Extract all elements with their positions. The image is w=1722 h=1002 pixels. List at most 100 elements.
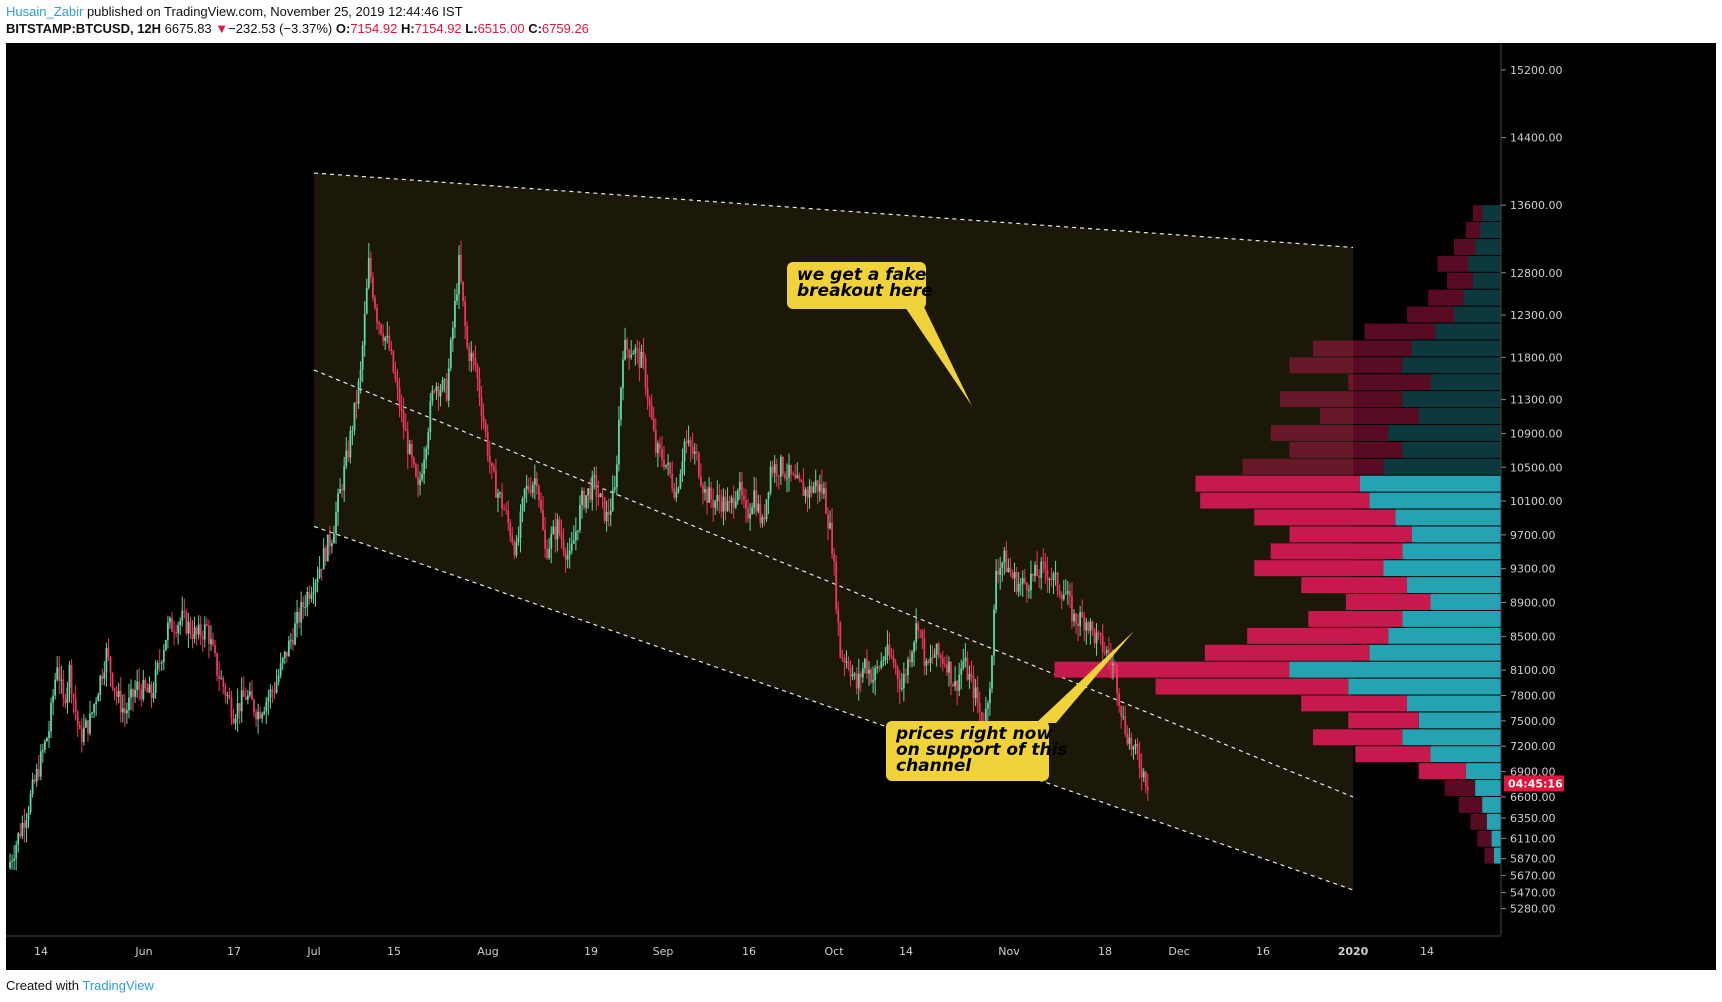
tradingview-logo[interactable]: TradingView: [82, 978, 154, 993]
candle-body: [296, 612, 298, 624]
candle-body: [230, 698, 233, 719]
candle-body: [324, 547, 327, 562]
volume-profile-up-bar: [1430, 594, 1501, 610]
candle-body: [714, 501, 717, 508]
y-tick-label: 7200.00: [1510, 740, 1556, 753]
candle-body: [462, 281, 464, 302]
candle-body: [663, 459, 665, 467]
volume-profile-up-bar: [1402, 391, 1501, 408]
chart-area[interactable]: we get a fake breakout here prices right n…: [6, 43, 1716, 970]
candle-body: [923, 637, 926, 666]
candle-body: [1040, 561, 1043, 578]
candle-body: [267, 697, 270, 702]
y-tick-label: 8100.00: [1510, 664, 1556, 677]
x-tick-label: Oct: [824, 945, 844, 958]
high-value: 7154.92: [414, 21, 462, 36]
candle-body: [447, 368, 450, 401]
candle-body: [632, 353, 635, 355]
candle-body: [1038, 575, 1041, 578]
candle-body: [585, 495, 587, 508]
candle-body: [523, 488, 526, 499]
candle-body: [390, 348, 393, 352]
candle-body: [474, 357, 477, 366]
x-tick-label: 19: [584, 945, 598, 958]
candle-body: [115, 691, 118, 697]
candle-body: [890, 655, 893, 658]
candle-body: [492, 466, 495, 471]
candle-body: [1069, 591, 1071, 597]
candle-body: [708, 487, 710, 503]
candle-body: [1001, 562, 1004, 568]
candle-body: [935, 643, 938, 655]
countdown-label: 04:45:16: [1508, 777, 1563, 790]
candle-body: [1064, 593, 1067, 595]
candle-body: [240, 690, 243, 712]
candle-body: [326, 534, 329, 562]
candle-body: [87, 720, 89, 734]
candle-body: [1091, 621, 1094, 629]
volume-profile-down-bar: [1454, 238, 1476, 255]
support-callout-box: [886, 721, 1049, 781]
low-value: 6515.00: [477, 21, 525, 36]
author-link[interactable]: Husain_Zabir: [6, 4, 84, 19]
candle-body: [275, 682, 278, 693]
candle-body: [816, 480, 819, 492]
candle-body: [874, 668, 877, 681]
candle-body: [845, 661, 848, 663]
candle-body: [156, 662, 159, 670]
candle-body: [882, 660, 885, 662]
volume-profile-up-bar: [1475, 780, 1501, 796]
candle-body: [886, 644, 889, 656]
candle-body: [574, 531, 577, 541]
candle-body: [921, 630, 924, 638]
candle-body: [956, 680, 959, 691]
candle-body: [89, 713, 91, 734]
x-tick-label: 15: [387, 945, 401, 958]
candle-body: [579, 504, 581, 531]
candle-body: [638, 348, 641, 368]
candle-body: [13, 858, 16, 862]
candle-body: [591, 476, 594, 500]
candle-body: [695, 451, 698, 453]
candle-body: [82, 727, 85, 742]
candle-body: [931, 657, 934, 659]
candle-body: [958, 674, 961, 691]
close-value: 6759.26: [541, 21, 589, 36]
volume-profile-down-bar: [1254, 509, 1396, 526]
candle-body: [160, 662, 163, 664]
candle-body: [1042, 561, 1045, 563]
candle-body: [50, 702, 52, 732]
candle-body: [1093, 628, 1096, 644]
candle-body: [345, 450, 348, 466]
candle-body: [1140, 767, 1143, 778]
candle-body: [738, 481, 741, 491]
candle-body: [962, 661, 965, 669]
volume-profile-up-bar: [1395, 509, 1501, 526]
candle-body: [1019, 583, 1022, 585]
candle-body: [443, 379, 446, 381]
candle-body: [1034, 564, 1036, 576]
candle-body: [792, 474, 795, 476]
candle-body: [620, 387, 622, 420]
candle-body: [1062, 594, 1065, 600]
candle-body: [421, 474, 423, 480]
candle-body: [650, 405, 653, 419]
candle-body: [271, 689, 274, 691]
candle-body: [679, 474, 682, 489]
candle-body: [968, 674, 971, 680]
candle-body: [242, 690, 245, 697]
candle-body: [406, 431, 409, 454]
candle-body: [878, 667, 881, 669]
candle-body: [339, 488, 341, 494]
volume-profile-up-bar: [1463, 289, 1501, 306]
candle-body: [456, 294, 458, 301]
candle-body: [509, 522, 512, 537]
candle-body: [359, 369, 362, 382]
y-tick-label: 11300.00: [1510, 394, 1563, 407]
candle-body: [265, 701, 268, 712]
candle-body: [911, 652, 913, 663]
candle-body: [394, 371, 397, 380]
candle-body: [823, 488, 825, 494]
candle-body: [1134, 743, 1137, 747]
